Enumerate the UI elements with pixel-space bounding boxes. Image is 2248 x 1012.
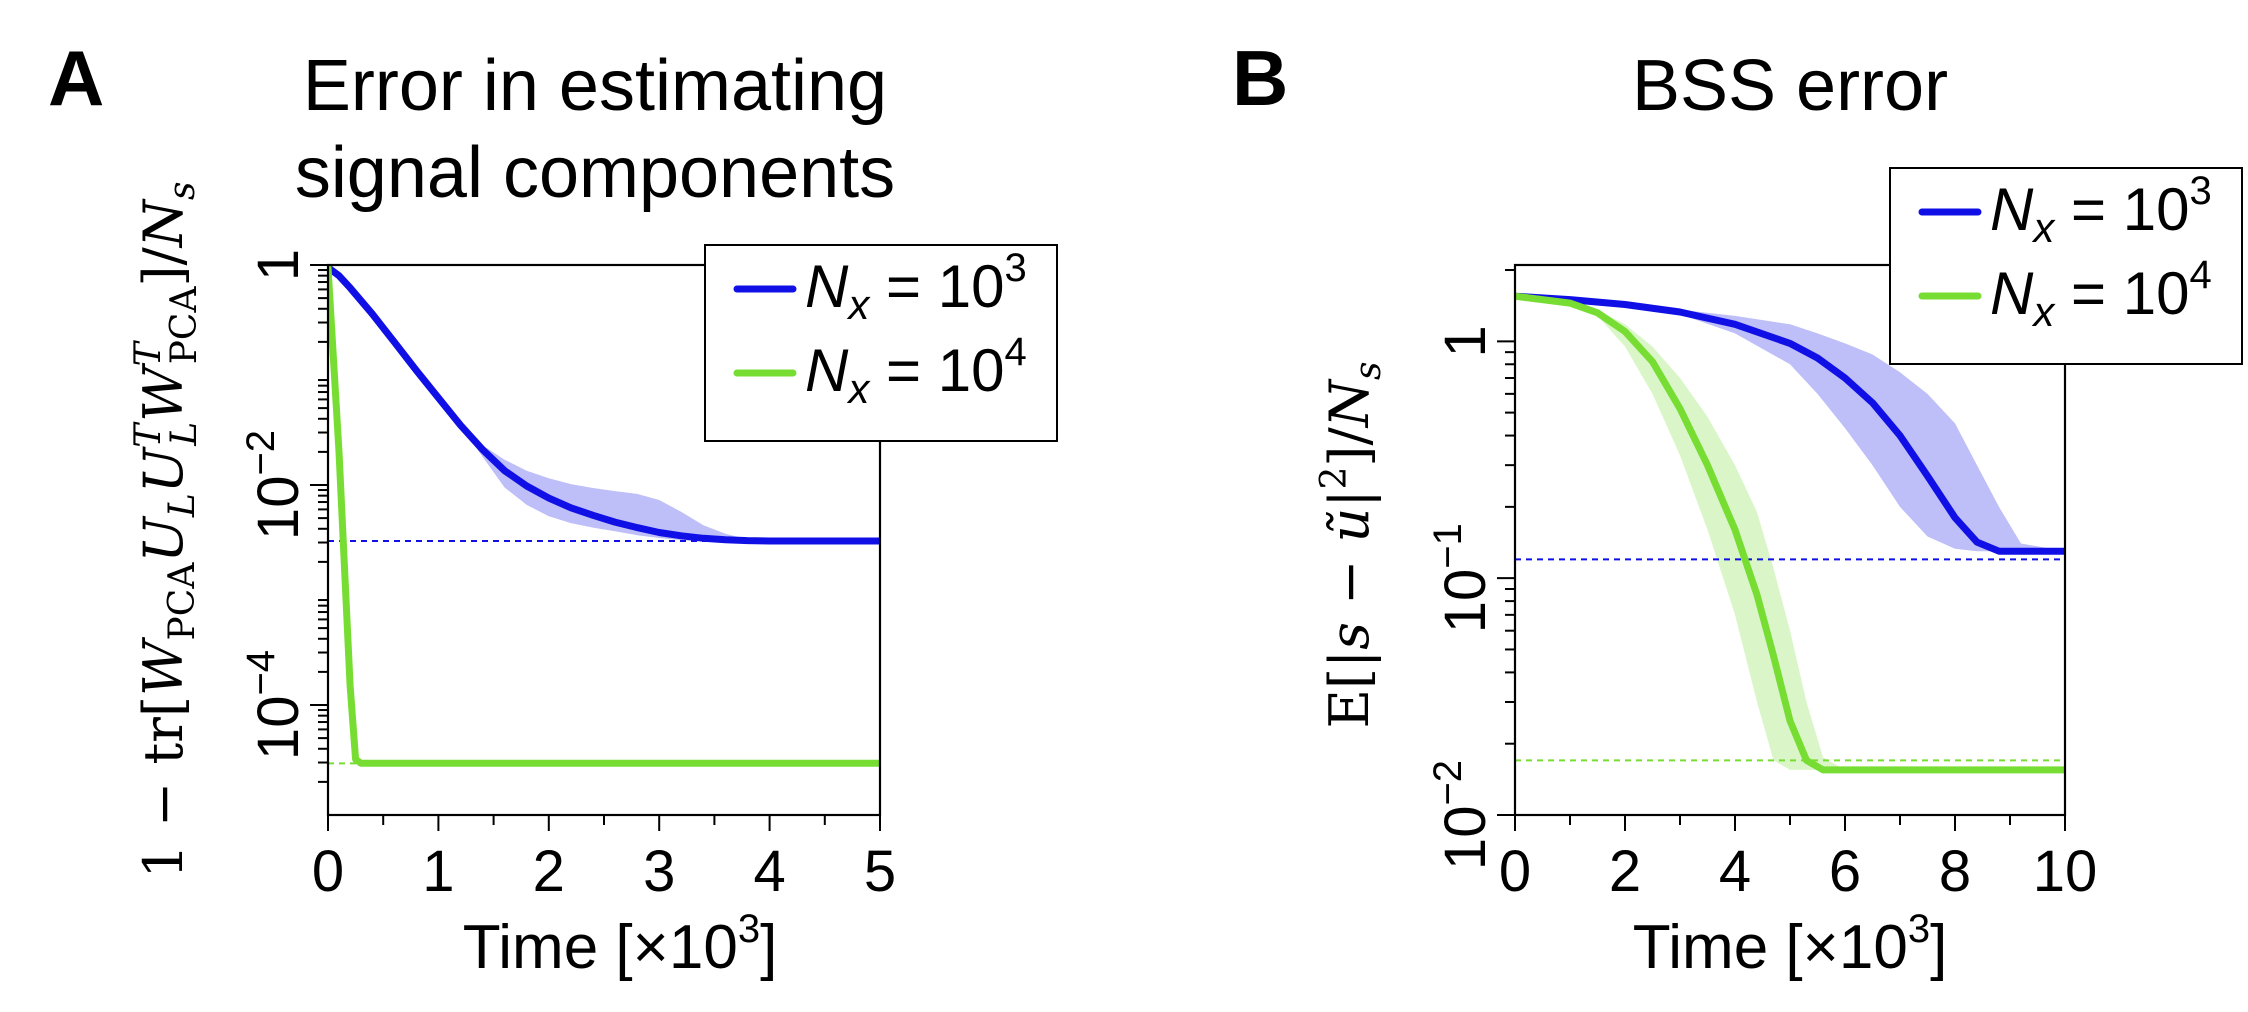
chart-b-x-axis-label: Time [×103] — [1633, 907, 1948, 982]
y-tick-label-1: 10−2 — [239, 430, 311, 540]
x-tick-label-2: 2 — [533, 839, 565, 904]
chart-a-title-line-2: signal components — [295, 133, 895, 213]
panel-a: A Error in estimating signal components … — [48, 34, 1058, 982]
series-1-band — [1515, 296, 2065, 770]
x-tick-label-0: 0 — [312, 839, 344, 904]
x-tick-label-5: 10 — [2033, 839, 2098, 904]
chart-b-title: BSS error — [1632, 46, 1948, 126]
y-tick-label-1: 10−1 — [1426, 523, 1498, 633]
chart-a-x-axis-label: Time [×103] — [463, 907, 778, 982]
x-tick-label-3: 6 — [1829, 839, 1861, 904]
y-tick-label-2: 10−2 — [1426, 760, 1498, 870]
series-0-line — [1515, 292, 2065, 555]
panel-label-a: A — [48, 34, 104, 122]
legend-label-1: Nx = 104 — [805, 330, 1027, 412]
legend-label-0: Nx = 103 — [1990, 169, 2212, 251]
chart-a-y-axis-label: 1 − tr[WPCAULUTLWTPCA]/Ns — [128, 182, 205, 879]
x-tick-label-0: 0 — [1499, 839, 1531, 904]
y-tick-label-2: 10−4 — [239, 650, 311, 760]
panel-b: B BSS error 0 2 4 6 8 10 1 10−1 10−2 Time [×103]… — [1232, 34, 2243, 982]
legend-label-1: Nx = 104 — [1990, 253, 2212, 335]
series-1-line — [1515, 292, 2065, 774]
series-0-band — [1515, 296, 2065, 552]
chart-b-y-axis-label: E[|s − ũ|2]/Ns — [1314, 362, 1389, 729]
legend-label-0: Nx = 103 — [805, 246, 1027, 328]
legend-box — [704, 244, 1058, 442]
y-tick-label-0: 1 — [246, 249, 311, 281]
x-tick-label-4: 4 — [753, 839, 785, 904]
x-tick-label-1: 1 — [422, 839, 454, 904]
series-1-line — [328, 265, 880, 767]
chart-a-title-line-1: Error in estimating — [303, 46, 887, 126]
x-tick-label-4: 8 — [1939, 839, 1971, 904]
chart-b-plot-area: 0 2 4 6 8 10 1 10−1 10−2 — [1426, 263, 2098, 904]
legend-box — [1889, 167, 2243, 365]
x-tick-label-5: 5 — [864, 839, 896, 904]
chart-a-plot-area: 0 1 2 3 4 5 1 10−2 10−4 — [239, 249, 896, 904]
x-tick-label-2: 4 — [1719, 839, 1751, 904]
panel-label-b: B — [1232, 34, 1288, 122]
x-tick-label-3: 3 — [643, 839, 675, 904]
series-0-line — [328, 265, 880, 545]
y-tick-label-0: 1 — [1433, 325, 1498, 357]
x-tick-label-1: 2 — [1609, 839, 1641, 904]
